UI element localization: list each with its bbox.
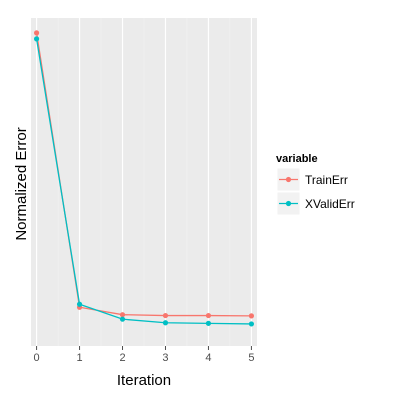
series-layer xyxy=(33,30,255,327)
legend: variable TrainErr XValidErr xyxy=(276,153,355,216)
x-tick-label: 1 xyxy=(76,352,82,364)
x-tick-label: 3 xyxy=(162,352,168,364)
data-point-trainerr xyxy=(33,30,40,36)
legend-key-point xyxy=(285,200,292,207)
series-line-xvaliderr xyxy=(35,38,252,325)
x-axis-ticks: 0 1 2 3 4 5 xyxy=(34,346,254,364)
legend-key-point xyxy=(285,176,292,183)
grid-lines xyxy=(35,18,253,346)
legend-title: variable xyxy=(276,153,318,165)
legend-items: TrainErr XValidErr xyxy=(276,167,355,216)
data-point-trainerr xyxy=(162,312,169,319)
x-tick-label: 4 xyxy=(205,352,211,364)
data-point-xvaliderr xyxy=(162,320,169,326)
y-axis-title: Normalized Error xyxy=(13,127,30,240)
data-point-xvaliderr xyxy=(205,320,212,326)
data-point-trainerr xyxy=(248,313,255,319)
data-point-xvaliderr xyxy=(119,316,126,322)
data-point-xvaliderr xyxy=(248,321,255,327)
x-tick-label: 2 xyxy=(119,352,125,364)
data-point-xvaliderr xyxy=(33,36,40,42)
x-tick-label: 5 xyxy=(248,352,254,364)
legend-label: XValidErr xyxy=(305,197,355,211)
x-tick-label: 0 xyxy=(34,352,40,364)
data-point-trainerr xyxy=(205,312,212,319)
legend-label: TrainErr xyxy=(305,173,348,187)
x-axis-title: Iteration xyxy=(117,372,171,389)
data-point-xvaliderr xyxy=(76,301,83,307)
data-point-trainerr xyxy=(119,312,126,318)
